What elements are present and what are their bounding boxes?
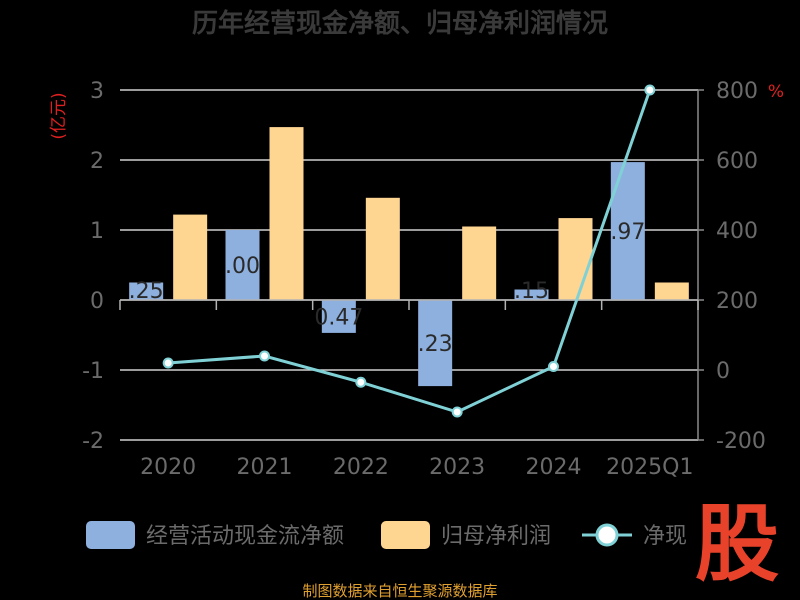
legend-label-line: 净现 (643, 524, 687, 549)
legend-label-net-profit: 归母净利润 (441, 524, 551, 549)
bar-value-label-2022: 0.47 (314, 305, 363, 330)
bar-net-profit-2022 (365, 197, 400, 300)
watermark-logo: 股 (695, 495, 779, 593)
y-right-tick-label: 200 (716, 289, 758, 314)
bar-operating-cash-flow-2021 (225, 230, 260, 300)
legend-swatch-operating-cash-flow (86, 521, 135, 549)
x-tick-label-2025Q1: 2025Q1 (606, 455, 693, 480)
bar-operating-cash-flow-2022 (321, 300, 356, 333)
y-left-tick-label: -1 (82, 359, 104, 384)
legend-label-operating-cash-flow: 经营活动现金流净额 (146, 524, 344, 549)
y-right-tick-label: 800 (716, 79, 758, 104)
x-axis-tick-marks (119, 300, 699, 310)
x-tick-label-2022: 2022 (333, 455, 389, 480)
line-series-path (168, 89, 652, 414)
y-right-axis-label: % (768, 82, 784, 102)
bars (129, 127, 689, 387)
bar-value-label-2024: .15 (514, 279, 549, 304)
x-tick-label-2021: 2021 (237, 455, 293, 480)
x-tick-label-2024: 2024 (526, 455, 582, 480)
legend: 经营活动现金流净额 归母净利润 净现 (86, 521, 687, 549)
line-point-2021 (259, 350, 270, 362)
y-right-tick-label: -200 (716, 429, 766, 454)
bar-net-profit-2021 (269, 127, 304, 300)
bar-net-profit-2025Q1 (654, 282, 689, 300)
y-right-tick-label: 400 (716, 219, 758, 244)
y-left-tick-labels: 3 2 1 0 -1 -2 (82, 79, 104, 454)
legend-line-marker (595, 523, 619, 547)
y-left-tick-label: 3 (90, 79, 104, 104)
y-left-tick-label: 1 (90, 219, 104, 244)
x-tick-label-2023: 2023 (429, 455, 485, 480)
bar-value-labels: .25 .00 0.47 .23 .15 .97 (129, 220, 646, 357)
y-left-tick-label: -2 (82, 429, 104, 454)
line-point-2020 (162, 357, 174, 369)
bar-operating-cash-flow-2024 (514, 289, 549, 300)
source-footnote: 制图数据来自恒生聚源数据库 (302, 582, 497, 600)
y-right-tick-label: 600 (716, 149, 758, 174)
y-right-tick-labels: 800 600 400 200 0 -200 (697, 79, 766, 454)
line-point-2022 (355, 376, 367, 388)
y-left-axis-label: (亿元) (49, 92, 69, 139)
bar-value-label-2021: .00 (225, 254, 260, 279)
line-point-2023 (451, 406, 463, 418)
line-point-2024 (548, 361, 559, 372)
y-right-tick-label: 0 (716, 359, 730, 384)
y-left-tick-label: 0 (90, 289, 104, 314)
legend-swatch-net-profit (381, 521, 430, 549)
bar-operating-cash-flow-2020 (129, 282, 164, 300)
bar-value-label-2020: .25 (129, 279, 164, 304)
line-series (162, 84, 656, 418)
x-tick-label-2020: 2020 (140, 455, 196, 480)
y-left-tick-label: 2 (90, 149, 104, 174)
bar-value-label-2025Q1: .97 (610, 220, 645, 245)
chart-title: 历年经营现金净额、归母净利润情况 (192, 8, 608, 39)
bar-operating-cash-flow-2023 (418, 300, 453, 387)
x-axis-tick-labels: 2020 2021 2022 2023 2024 2025Q1 (140, 455, 693, 480)
bar-net-profit-2023 (462, 226, 497, 300)
line-point-2025Q1 (644, 84, 656, 96)
bar-net-profit-2024 (558, 218, 593, 300)
bar-value-label-2023: .23 (418, 332, 453, 357)
bar-net-profit-2020 (173, 214, 208, 300)
